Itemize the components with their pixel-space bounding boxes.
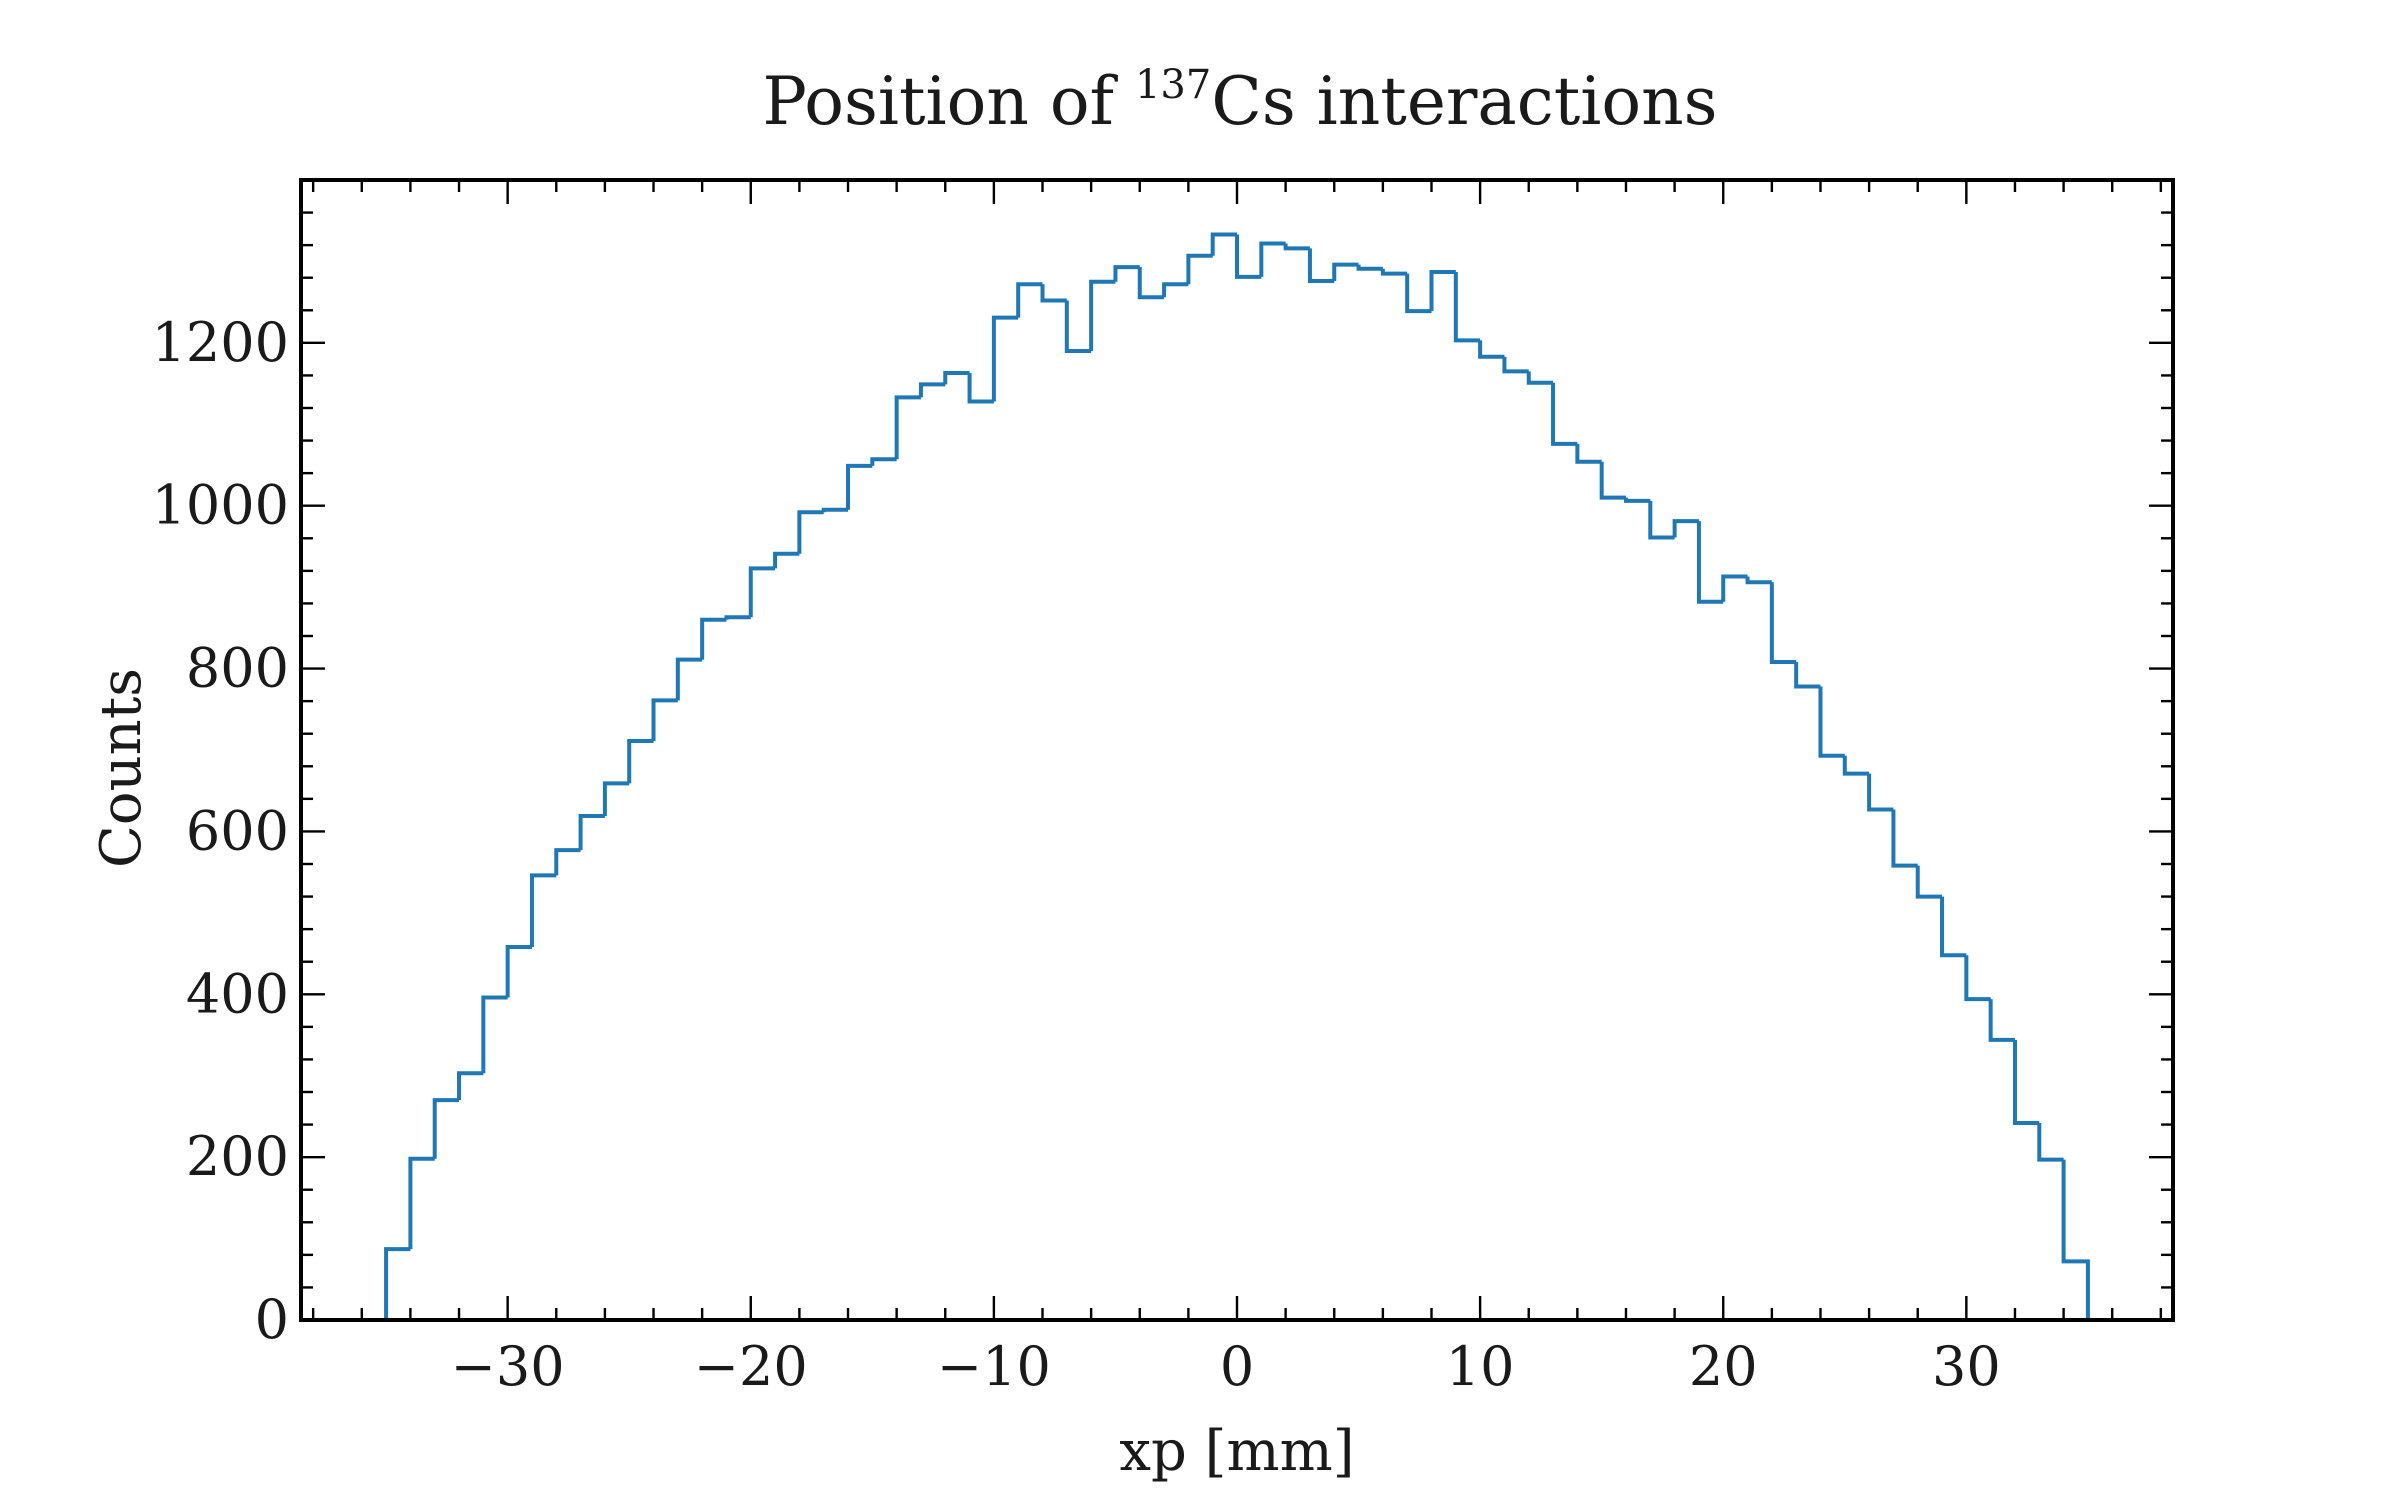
histogram-bin: [1502, 356, 1529, 374]
plot-frame: [299, 178, 2175, 1322]
y-tick-label: 200: [186, 1125, 289, 1188]
histogram-bin: [1405, 273, 1432, 314]
histogram-bin: [1964, 955, 1991, 1002]
histogram-bin: [894, 395, 921, 460]
histogram-bin: [1089, 279, 1116, 351]
histogram-bin: [1040, 284, 1067, 303]
histogram-bin: [1137, 267, 1165, 300]
x-tick-label: 20: [1689, 1335, 1758, 1398]
histogram-bin: [1210, 232, 1237, 256]
histogram-bin: [2012, 1039, 2040, 1125]
y-tick-label: 1000: [152, 474, 289, 537]
histogram-bin: [1235, 234, 1262, 279]
x-tick-label: 30: [1932, 1335, 2001, 1398]
x-tick-label: 10: [1446, 1335, 1515, 1398]
histogram-bin: [554, 848, 581, 876]
histogram-bin: [1745, 576, 1772, 585]
histogram-series: [384, 232, 2090, 1320]
y-axis-label: Counts: [89, 668, 154, 868]
histogram-bin: [408, 1156, 435, 1250]
histogram-bin: [432, 1098, 460, 1159]
histogram-bin: [797, 510, 824, 554]
histogram-bin: [1891, 809, 1918, 868]
histogram-bin: [1380, 268, 1408, 276]
histogram-bin: [627, 739, 654, 784]
histogram-bin: [1575, 443, 1602, 464]
histogram-bin: [967, 372, 994, 404]
y-tick-label: 800: [186, 637, 289, 700]
histogram-bin: [1648, 500, 1675, 540]
y-tick-label: 1200: [152, 311, 289, 374]
histogram-bin: [1064, 300, 1092, 353]
histogram-bin: [1332, 262, 1359, 281]
histogram-bin: [1769, 582, 1797, 665]
histogram-bin: [384, 1247, 411, 1320]
histogram-bin: [1453, 272, 1481, 343]
histogram-bin: [1186, 253, 1213, 285]
histogram-bin: [602, 781, 630, 816]
histogram-bin: [1259, 241, 1286, 277]
histogram-bin: [918, 382, 946, 398]
histogram-bin: [2037, 1122, 2064, 1162]
x-axis-label: xp [mm]: [1119, 1419, 1354, 1484]
x-tick-label: −10: [937, 1335, 1051, 1398]
histogram-bin: [1818, 686, 1845, 758]
histogram-bin: [1794, 662, 1821, 689]
y-tick-label: 0: [255, 1288, 289, 1351]
histogram-bin: [748, 566, 776, 618]
histogram-bin: [1915, 865, 1943, 899]
histogram-bin: [1478, 340, 1505, 359]
histogram-bin: [1696, 521, 1724, 604]
chart-title-rest: Cs interactions: [1211, 63, 1717, 140]
axis-tick-labels: −30 −20 −10 0 10 20 30 0 200 400 600 800 1000 1200: [152, 311, 2001, 1398]
histogram-bin: [2061, 1159, 2090, 1320]
histogram-bin: [1162, 282, 1189, 298]
y-tick-label: 600: [186, 799, 289, 862]
histogram-bin: [1623, 497, 1651, 503]
histogram-bin: [700, 617, 727, 660]
histogram-bin: [724, 615, 751, 620]
histogram-bin: [943, 370, 970, 385]
histogram-bin: [1551, 382, 1578, 446]
histogram-bin: [991, 315, 1019, 402]
histogram-bin: [1599, 461, 1626, 500]
histogram-bin: [529, 873, 557, 948]
histogram-bin: [1842, 755, 1870, 776]
chart-title-main: Position of: [763, 63, 1135, 140]
histogram-bin: [675, 657, 703, 701]
histogram-bin: [1721, 574, 1748, 602]
histogram-bin: [481, 995, 508, 1074]
histogram-bin: [651, 698, 678, 742]
histogram-bin: [1988, 999, 2015, 1042]
chart-title: Position of 137Cs interactions: [763, 62, 1718, 140]
x-tick-label: −20: [694, 1335, 808, 1398]
chart-title-superscript: 137: [1135, 62, 1211, 108]
histogram-bin: [1356, 264, 1383, 271]
histogram-bin: [578, 813, 605, 851]
y-tick-label: 400: [186, 962, 289, 1025]
histogram-bin: [1867, 773, 1894, 812]
histogram-bin: [1113, 265, 1140, 282]
histogram-bin: [1526, 371, 1554, 385]
histogram-bin: [870, 457, 897, 466]
histogram-bin: [1940, 896, 1967, 958]
histogram-bin: [505, 945, 532, 998]
histogram-bin: [457, 1071, 484, 1101]
histogram-bin: [1672, 519, 1699, 538]
histogram-bin: [1307, 248, 1335, 283]
histogram-bin: [773, 551, 800, 569]
histogram-bin: [846, 463, 873, 510]
histogram-bin: [1016, 282, 1043, 318]
x-tick-label: −30: [451, 1335, 565, 1398]
x-tick-label: 0: [1220, 1335, 1254, 1398]
histogram-bin: [1283, 243, 1310, 251]
histogram-bin: [1429, 270, 1456, 312]
histogram-bin: [821, 507, 849, 513]
axis-ticks: [301, 178, 2173, 1322]
